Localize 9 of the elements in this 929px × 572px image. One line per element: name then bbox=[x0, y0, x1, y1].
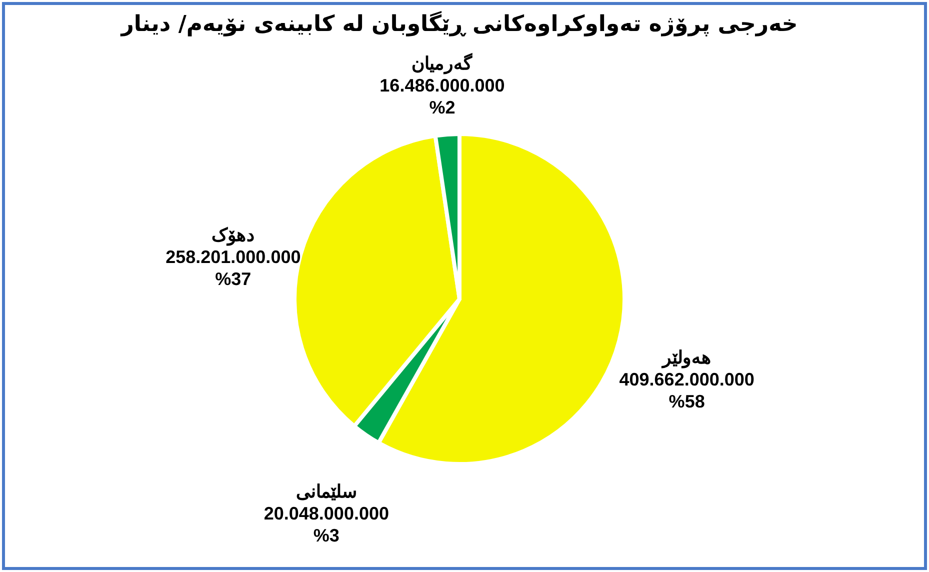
slice-label: گەرمیان bbox=[412, 52, 473, 75]
data-label: 258.201.000.000 %37 bbox=[166, 246, 301, 289]
slice-label: هەولێر bbox=[660, 348, 712, 369]
chart-title: خەرجی پرۆژە تەواوکراوەکانی ڕێگاوبان لە کابینەی نۆیەم/ دینار bbox=[120, 10, 798, 37]
slice-label: سلێمانی bbox=[296, 482, 357, 502]
slice-label: دهۆک bbox=[212, 224, 255, 246]
data-label: 16.486.000.000 %2 bbox=[380, 76, 505, 118]
data-label: 20.048.000.000 %3 bbox=[264, 504, 389, 546]
data-label: 409.662.000.000 %58 bbox=[619, 370, 754, 412]
